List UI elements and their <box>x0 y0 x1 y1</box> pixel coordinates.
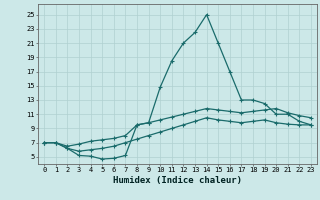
X-axis label: Humidex (Indice chaleur): Humidex (Indice chaleur) <box>113 176 242 185</box>
